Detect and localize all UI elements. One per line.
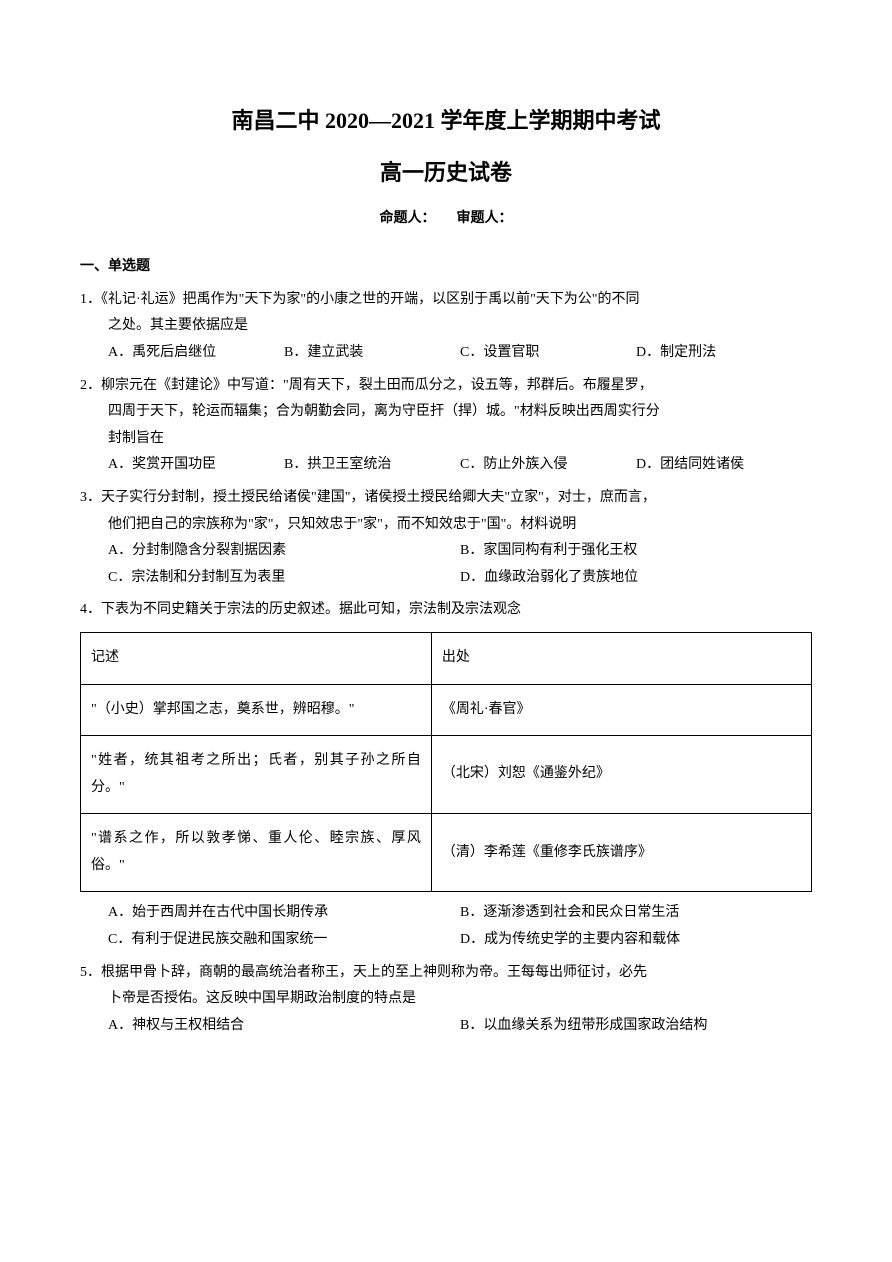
question-options-row2: C．有利于促进民族交融和国家统一 D．成为传统史学的主要内容和载体 — [80, 927, 812, 954]
question-2: 2．柳宗元在《封建论》中写道："周有天下，裂土田而瓜分之，设五等，邦群后。布履星… — [80, 373, 812, 479]
question-options: A．禹死后启继位 B．建立武装 C．设置官职 D．制定刑法 — [80, 340, 812, 367]
question-cont: 封制旨在 — [80, 426, 812, 453]
question-options-row1: A．神权与王权相结合 B．以血缘关系为纽带形成国家政治结构 — [80, 1013, 812, 1040]
option-d: D．血缘政治弱化了贵族地位 — [460, 565, 812, 592]
option-d: D．团结同姓诸侯 — [636, 452, 812, 479]
option-b: B．逐渐渗透到社会和民众日常生活 — [460, 900, 812, 927]
table-cell: （清）李希莲《重修李氏族谱序》 — [431, 814, 811, 892]
question-cont: 卜帝是否授佑。这反映中国早期政治制度的特点是 — [80, 986, 812, 1013]
question-cont: 之处。其主要依据应是 — [80, 313, 812, 340]
option-c: C．防止外族入侵 — [460, 452, 636, 479]
question-options-row2: C．宗法制和分封制互为表里 D．血缘政治弱化了贵族地位 — [80, 565, 812, 592]
question-text: 3．天子实行分封制，授土授民给诸侯"建国"，诸侯授土授民给卿大夫"立家"，对士，… — [80, 485, 812, 512]
table-cell: 《周礼·春官》 — [431, 684, 811, 736]
option-c: C．设置官职 — [460, 340, 636, 367]
option-d: D．制定刑法 — [636, 340, 812, 367]
table-row: "（小史）掌邦国之志，奠系世，辨昭穆。" 《周礼·春官》 — [81, 684, 812, 736]
table-row: "谱系之作，所以敦孝悌、重人伦、睦宗族、厚风俗。" （清）李希莲《重修李氏族谱序… — [81, 814, 812, 892]
table-cell: "（小史）掌邦国之志，奠系世，辨昭穆。" — [81, 684, 432, 736]
option-a: A．分封制隐含分裂割据因素 — [108, 538, 460, 565]
option-d: D．成为传统史学的主要内容和载体 — [460, 927, 812, 954]
option-a: A．始于西周并在古代中国长期传承 — [108, 900, 460, 927]
exam-title-line1: 南昌二中 2020—2021 学年度上学期期中考试 — [80, 100, 812, 142]
question-options-row1: A．分封制隐含分裂割据因素 B．家国同构有利于强化王权 — [80, 538, 812, 565]
option-a: A．神权与王权相结合 — [108, 1013, 460, 1040]
table-cell: "谱系之作，所以敦孝悌、重人伦、睦宗族、厚风俗。" — [81, 814, 432, 892]
question-text: 2．柳宗元在《封建论》中写道："周有天下，裂土田而瓜分之，设五等，邦群后。布履星… — [80, 373, 812, 400]
question-options: A．奖赏开国功臣 B．拱卫王室统治 C．防止外族入侵 D．团结同姓诸侯 — [80, 452, 812, 479]
section-heading: 一、单选题 — [80, 254, 812, 281]
option-b: B．拱卫王室统治 — [284, 452, 460, 479]
option-b: B．建立武装 — [284, 340, 460, 367]
option-c: C．宗法制和分封制互为表里 — [108, 565, 460, 592]
question-text: 1．《礼记·礼运》把禹作为"天下为家"的小康之世的开端，以区别于禹以前"天下为公… — [80, 287, 812, 314]
table-cell: "姓者，统其祖考之所出；氏者，别其子孙之所自分。" — [81, 736, 432, 814]
question-options-row1: A．始于西周并在古代中国长期传承 B．逐渐渗透到社会和民众日常生活 — [80, 900, 812, 927]
question-5: 5．根据甲骨卜辞，商朝的最高统治者称王，天上的至上神则称为帝。王每每出师征讨，必… — [80, 960, 812, 1040]
option-b: B．以血缘关系为纽带形成国家政治结构 — [460, 1013, 812, 1040]
question-3: 3．天子实行分封制，授土授民给诸侯"建国"，诸侯授土授民给卿大夫"立家"，对士，… — [80, 485, 812, 591]
history-table: 记述 出处 "（小史）掌邦国之志，奠系世，辨昭穆。" 《周礼·春官》 "姓者，统… — [80, 632, 812, 893]
question-cont: 四周于天下，轮运而辐集；合为朝勤会同，离为守臣扞（捍）城。"材料反映出西周实行分 — [80, 399, 812, 426]
exam-title-line2: 高一历史试卷 — [80, 152, 812, 194]
table-row: "姓者，统其祖考之所出；氏者，别其子孙之所自分。" （北宋）刘恕《通鉴外纪》 — [81, 736, 812, 814]
table-row: 记述 出处 — [81, 632, 812, 684]
table-cell: （北宋）刘恕《通鉴外纪》 — [431, 736, 811, 814]
option-a: A．禹死后启继位 — [108, 340, 284, 367]
question-cont: 他们把自己的宗族称为"家"，只知效忠于"家"，而不知效忠于"国"。材料说明 — [80, 512, 812, 539]
table-header-cell: 出处 — [431, 632, 811, 684]
question-1: 1．《礼记·礼运》把禹作为"天下为家"的小康之世的开端，以区别于禹以前"天下为公… — [80, 287, 812, 367]
question-text: 5．根据甲骨卜辞，商朝的最高统治者称王，天上的至上神则称为帝。王每每出师征讨，必… — [80, 960, 812, 987]
option-c: C．有利于促进民族交融和国家统一 — [108, 927, 460, 954]
option-a: A．奖赏开国功臣 — [108, 452, 284, 479]
option-b: B．家国同构有利于强化王权 — [460, 538, 812, 565]
question-text: 4．下表为不同史籍关于宗法的历史叙述。据此可知，宗法制及宗法观念 — [80, 597, 812, 624]
question-4: 4．下表为不同史籍关于宗法的历史叙述。据此可知，宗法制及宗法观念 记述 出处 "… — [80, 597, 812, 953]
exam-authors: 命题人： 审题人： — [80, 206, 812, 233]
table-header-cell: 记述 — [81, 632, 432, 684]
